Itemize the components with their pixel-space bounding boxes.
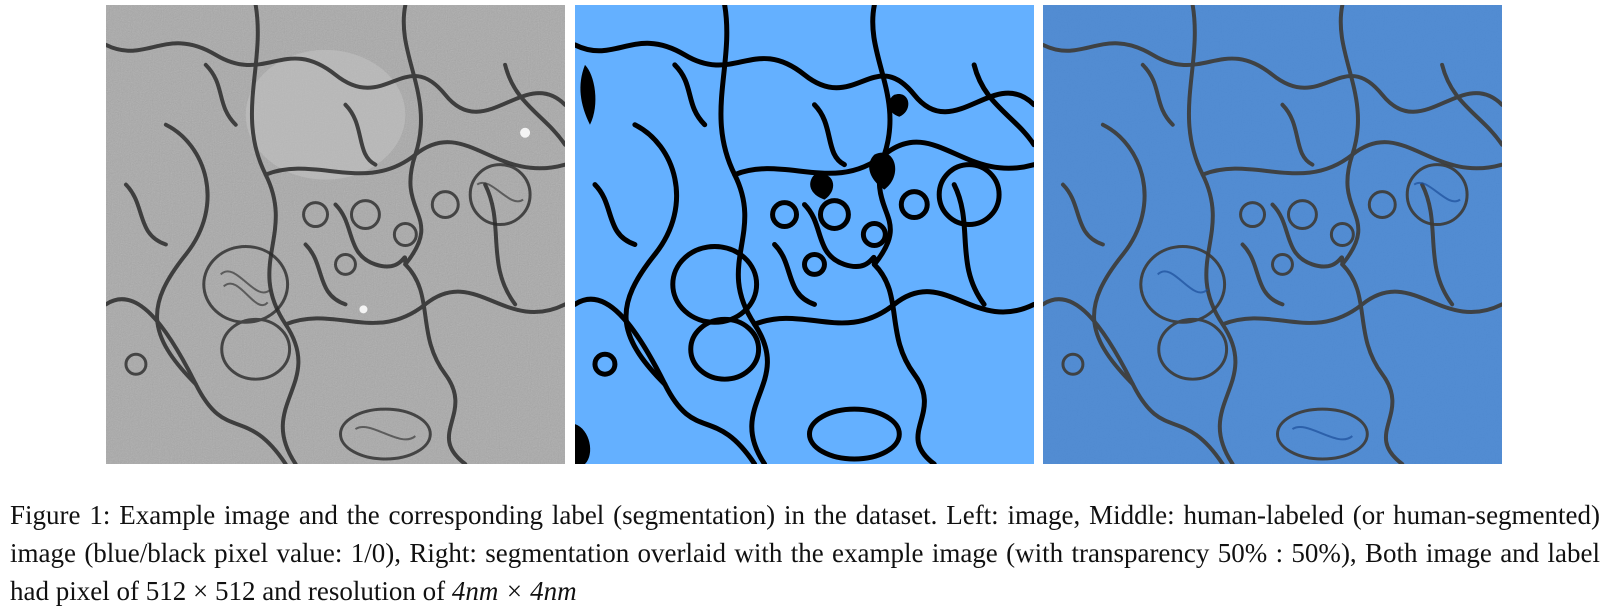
overlay-panel [1043,5,1502,464]
caption-label: Figure 1: [10,500,111,530]
em-image-panel [106,5,565,464]
caption-resolution: 4nm × 4nm [451,576,577,606]
label-map [575,5,1034,464]
figure-caption: Figure 1: Example image and the correspo… [10,496,1600,610]
overlay-image [1043,5,1502,464]
caption-transparency: 50% : 50% [1217,538,1341,568]
caption-text-2: ), Right: segmentation overlaid with the… [385,538,1218,568]
caption-text-3: ), Both image and label had pixel of [10,538,1600,606]
figure-row [106,5,1502,464]
caption-ratio: 1/0 [350,538,386,568]
em-image [106,5,565,464]
caption-pixels: 512 × 512 [145,576,256,606]
caption-text-1: Example image and the corresponding labe… [10,500,1601,568]
label-map-panel [575,5,1034,464]
caption-text-4: and resolution of [255,576,452,606]
